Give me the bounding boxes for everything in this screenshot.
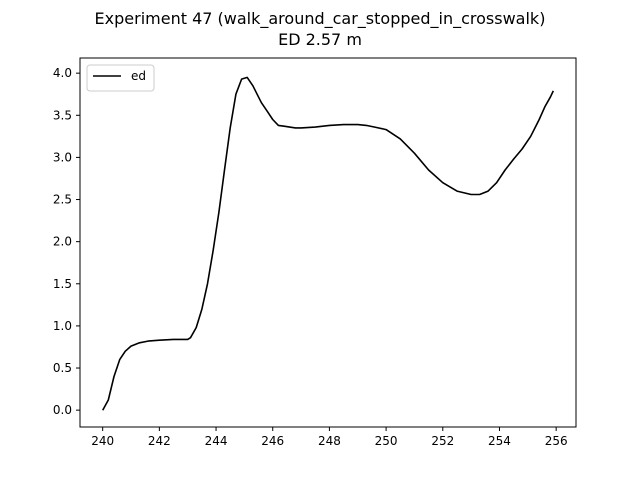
y-tick-label: 2.0: [53, 235, 72, 249]
y-tick-label: 1.5: [53, 277, 72, 291]
x-axis: 240 242 244 246 248 250 252 254 256: [91, 427, 568, 448]
plot-frame: [79, 57, 577, 428]
y-tick-label: 2.5: [53, 193, 72, 207]
y-axis: 0.0 0.5 1.0 1.5 2.0 2.5 3.0 3.5 4.0: [53, 66, 80, 417]
x-tick-label: 242: [148, 434, 171, 448]
y-tick-label: 3.5: [53, 108, 72, 122]
legend-box: [86, 64, 155, 92]
x-tick-label: 256: [545, 434, 568, 448]
x-tick-label: 244: [205, 434, 228, 448]
x-tick-label: 246: [261, 434, 284, 448]
y-tick-label: 1.0: [53, 319, 72, 333]
x-tick-label: 250: [375, 434, 398, 448]
y-tick-label: 4.0: [53, 66, 72, 80]
x-tick-label: 254: [488, 434, 511, 448]
x-tick-label: 252: [431, 434, 454, 448]
x-tick-label: 240: [91, 434, 114, 448]
legend: ed: [86, 64, 155, 92]
x-tick-label: 248: [318, 434, 341, 448]
chart-title: Experiment 47 (walk_around_car_stopped_i…: [95, 9, 546, 29]
series-layer: [101, 76, 555, 411]
chart-subtitle: ED 2.57 m: [278, 30, 362, 49]
plot-area: [79, 57, 577, 428]
series-line-ed: [101, 76, 555, 411]
y-tick-label: 0.0: [53, 403, 72, 417]
y-tick-label: 0.5: [53, 361, 72, 375]
legend-label-ed: ed: [131, 69, 146, 83]
y-tick-label: 3.0: [53, 150, 72, 164]
